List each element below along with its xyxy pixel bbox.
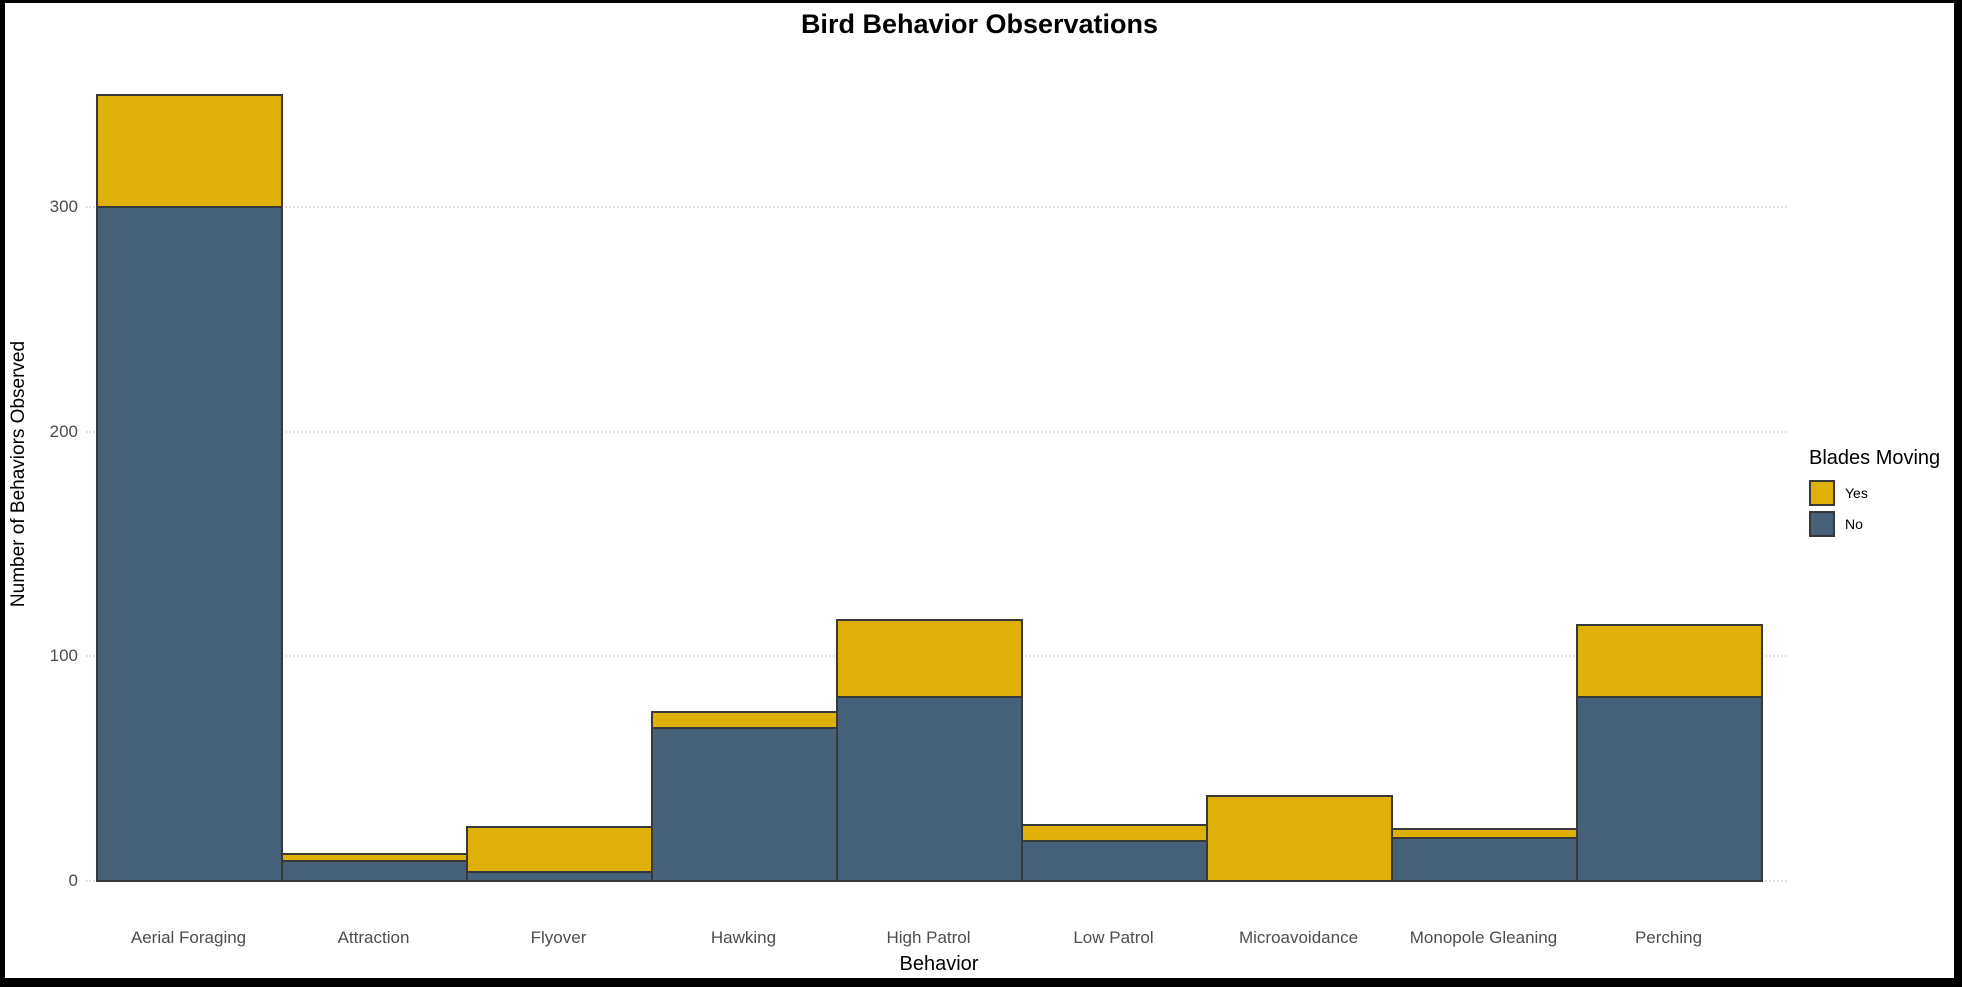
bar-segment-perching-no bbox=[1576, 695, 1763, 882]
bar-segment-low-patrol-yes bbox=[1021, 823, 1208, 842]
y-tick-label-200: 200 bbox=[49, 421, 78, 441]
x-tick-label-aerial-foraging: Aerial Foraging bbox=[130, 928, 247, 947]
bar-segment-aerial-foraging-yes bbox=[96, 93, 283, 208]
y-axis-title: Number of Behaviors Observed bbox=[8, 340, 29, 608]
gridline-y-300 bbox=[86, 205, 1787, 208]
gridline-y-200 bbox=[86, 430, 1787, 433]
x-tick-label-attraction: Attraction bbox=[337, 928, 410, 947]
legend-rows: Yes No bbox=[1809, 480, 1940, 537]
x-tick-label-monopole-gleaning: Monopole Gleaning bbox=[1409, 928, 1558, 947]
bar-segment-attraction-no bbox=[281, 859, 468, 882]
plot-canvas: Bird Behavior Observations Number of Beh… bbox=[5, 3, 1954, 978]
chart-title: Bird Behavior Observations bbox=[800, 9, 1159, 39]
bar-segment-microavoidance-yes bbox=[1206, 794, 1393, 882]
bar-segment-attraction-yes bbox=[281, 853, 468, 862]
y-tick-label-100: 100 bbox=[49, 646, 78, 666]
legend-swatch-no bbox=[1809, 511, 1835, 537]
y-tick-label-300: 300 bbox=[49, 196, 78, 216]
x-tick-label-perching: Perching bbox=[1634, 928, 1703, 947]
x-tick-label-low-patrol: Low Patrol bbox=[1073, 928, 1154, 947]
bar-segment-high-patrol-no bbox=[836, 695, 1023, 882]
y-tick-label-0: 0 bbox=[68, 871, 78, 890]
x-tick-label-high-patrol: High Patrol bbox=[886, 928, 971, 947]
legend: Blades Moving Yes No bbox=[1809, 447, 1940, 542]
bar-segment-monopole-gleaning-no bbox=[1391, 837, 1578, 882]
legend-swatch-yes bbox=[1809, 480, 1835, 506]
bar-segment-hawking-yes bbox=[651, 711, 838, 730]
legend-label-no: No bbox=[1845, 516, 1863, 532]
x-tick-label-hawking: Hawking bbox=[710, 928, 777, 947]
bar-segment-perching-yes bbox=[1576, 623, 1763, 698]
bar-segment-high-patrol-yes bbox=[836, 619, 1023, 698]
x-tick-label-flyover: Flyover bbox=[530, 928, 587, 947]
legend-title: Blades Moving bbox=[1809, 447, 1941, 469]
legend-label-yes: Yes bbox=[1845, 485, 1868, 501]
bar-segment-low-patrol-no bbox=[1021, 839, 1208, 882]
bar-segment-hawking-no bbox=[651, 727, 838, 882]
x-axis-title: Behavior bbox=[899, 953, 979, 975]
bar-segment-aerial-foraging-no bbox=[96, 205, 283, 882]
x-tick-label-microavoidance: Microavoidance bbox=[1238, 928, 1359, 947]
legend-entry-yes: Yes bbox=[1809, 480, 1940, 506]
bar-segment-monopole-gleaning-yes bbox=[1391, 828, 1578, 840]
legend-entry-no: No bbox=[1809, 511, 1940, 537]
bar-segment-flyover-yes bbox=[466, 826, 653, 873]
